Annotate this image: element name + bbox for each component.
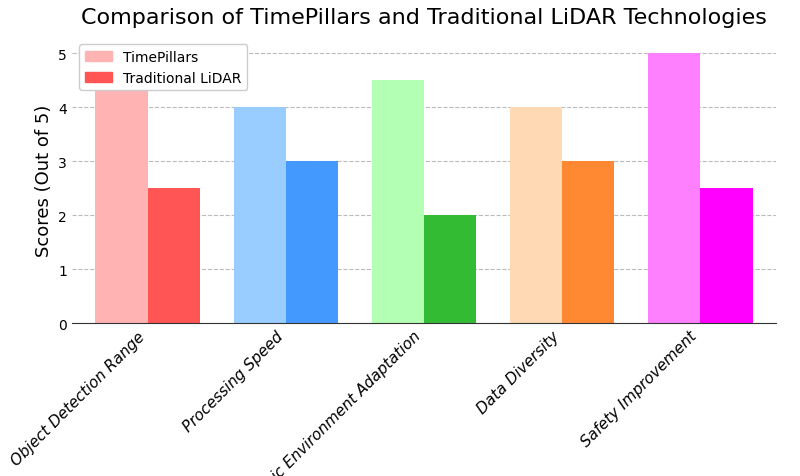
Title: Comparison of TimePillars and Traditional LiDAR Technologies: Comparison of TimePillars and Traditiona…	[81, 8, 767, 28]
Bar	[371, 81, 424, 324]
Bar	[648, 54, 700, 324]
Bar	[562, 162, 614, 324]
Bar	[148, 189, 200, 324]
Bar	[234, 108, 286, 324]
Bar	[510, 108, 562, 324]
Bar	[424, 216, 477, 324]
Bar	[95, 81, 148, 324]
Y-axis label: Scores (Out of 5): Scores (Out of 5)	[34, 105, 53, 257]
Bar	[286, 162, 338, 324]
Bar	[700, 189, 753, 324]
Legend: TimePillars, Traditional LiDAR: TimePillars, Traditional LiDAR	[79, 45, 247, 91]
